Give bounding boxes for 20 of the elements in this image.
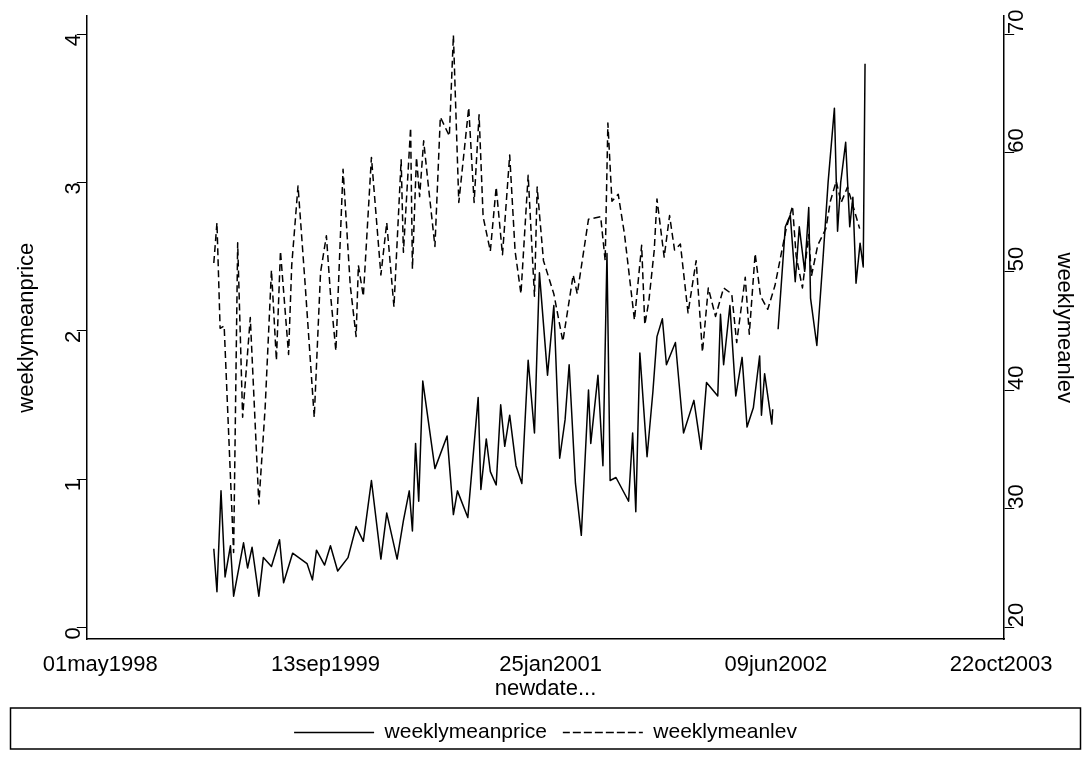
y-tick-label: 0 [59,627,85,640]
y2-tick-label: 20 [1003,602,1029,628]
y2-tick-label: 60 [1003,128,1029,153]
y2-tick-label: 70 [1003,9,1029,34]
y-tick-label: 2 [59,330,85,343]
y-axis-title: weeklymeanprice [13,242,39,414]
y-tick-label: 1 [59,479,85,492]
y2-tick-label: 50 [1003,246,1029,272]
y-tick-label: 3 [59,182,85,195]
x-tick-label: 13sep1999 [271,651,380,677]
x-tick-label: 09jun2002 [724,651,828,677]
x-tick-label: 01may1998 [42,651,158,677]
y2-tick-label: 40 [1003,365,1029,390]
legend-label: weeklymeanprice [383,719,547,743]
legend-label: weeklymeanlev [652,719,798,743]
y-tick-label: 4 [59,34,85,47]
y2-tick-label: 30 [1003,484,1029,509]
x-tick-label: 22oct2003 [949,651,1053,677]
x-tick-label: 25jan2001 [499,651,603,677]
y2-axis-title: weeklymeanlev [1052,251,1078,403]
